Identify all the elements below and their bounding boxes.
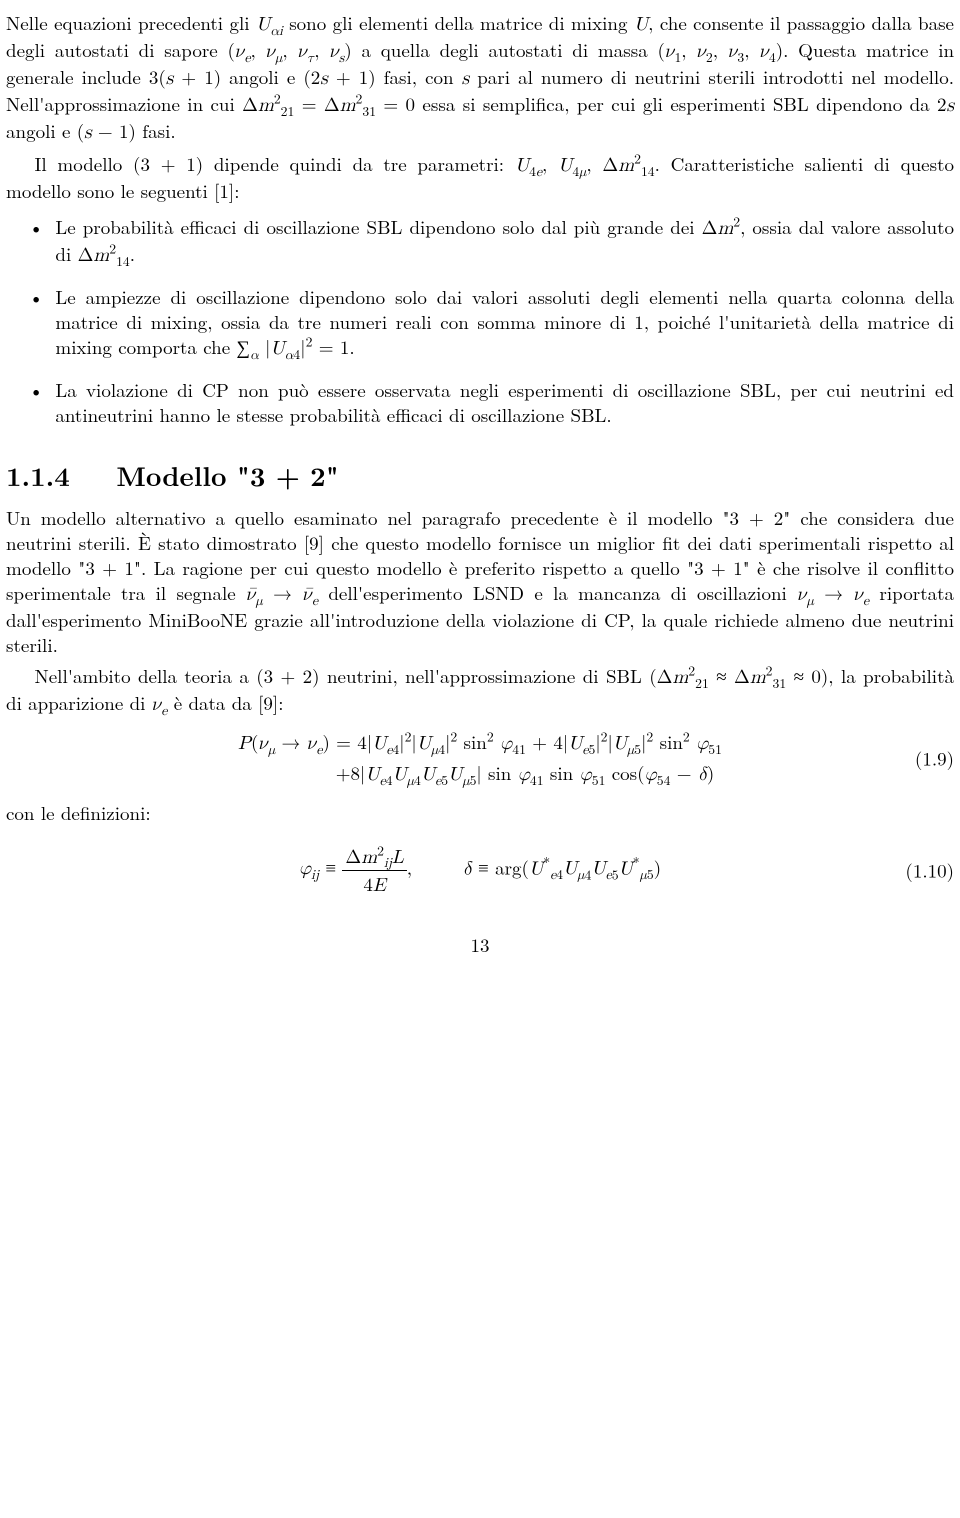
paragraph-5: con le definizioni: xyxy=(6,800,954,825)
section-heading: 1.1.4 Modello "3 + 2" xyxy=(6,457,954,493)
equation-1-9: P(νμ → νe) = 4|Ue4|2|Uμ4|2 sin2 φ41 + 4|… xyxy=(6,729,954,787)
equation-number-1-10: (1.10) xyxy=(905,858,954,883)
bullet-list: Le probabilità efficaci di oscillazione … xyxy=(6,214,954,428)
equation-1-10: φij ≡ Δm2ijL 4E , δ ≡ arg(U*e4Uμ4Ue5U*μ5… xyxy=(6,843,954,898)
bullet-item-2: Le ampiezze di oscillazione dipendono so… xyxy=(6,284,954,361)
paragraph-4: Nell'ambito della teoria a (3 + 2) neutr… xyxy=(6,663,954,717)
bullet-item-3: La violazione di CP non può essere osser… xyxy=(6,377,954,427)
paragraph-2: Il modello (3 + 1) dipende quindi da tre… xyxy=(6,151,954,203)
equation-1-9-line1: P(νμ → νe) = 4|Ue4|2|Uμ4|2 sin2 φ41 + 4|… xyxy=(6,729,954,756)
section-number: 1.1.4 xyxy=(6,455,70,494)
equation-number-1-9: (1.9) xyxy=(915,746,954,771)
page-number: 13 xyxy=(6,932,954,957)
section-title: Modello "3 + 2" xyxy=(116,455,338,494)
paragraph-1: Nelle equazioni precedenti gli Uαi sono … xyxy=(6,10,954,145)
bullet-item-1: Le probabilità efficaci di oscillazione … xyxy=(6,214,954,268)
equation-1-9-line2: +8|Ue4Uμ4Ue5Uμ5| sin φ41 sin φ51 cos(φ54… xyxy=(6,760,954,787)
paragraph-3: Un modello alternativo a quello esaminat… xyxy=(6,505,954,657)
